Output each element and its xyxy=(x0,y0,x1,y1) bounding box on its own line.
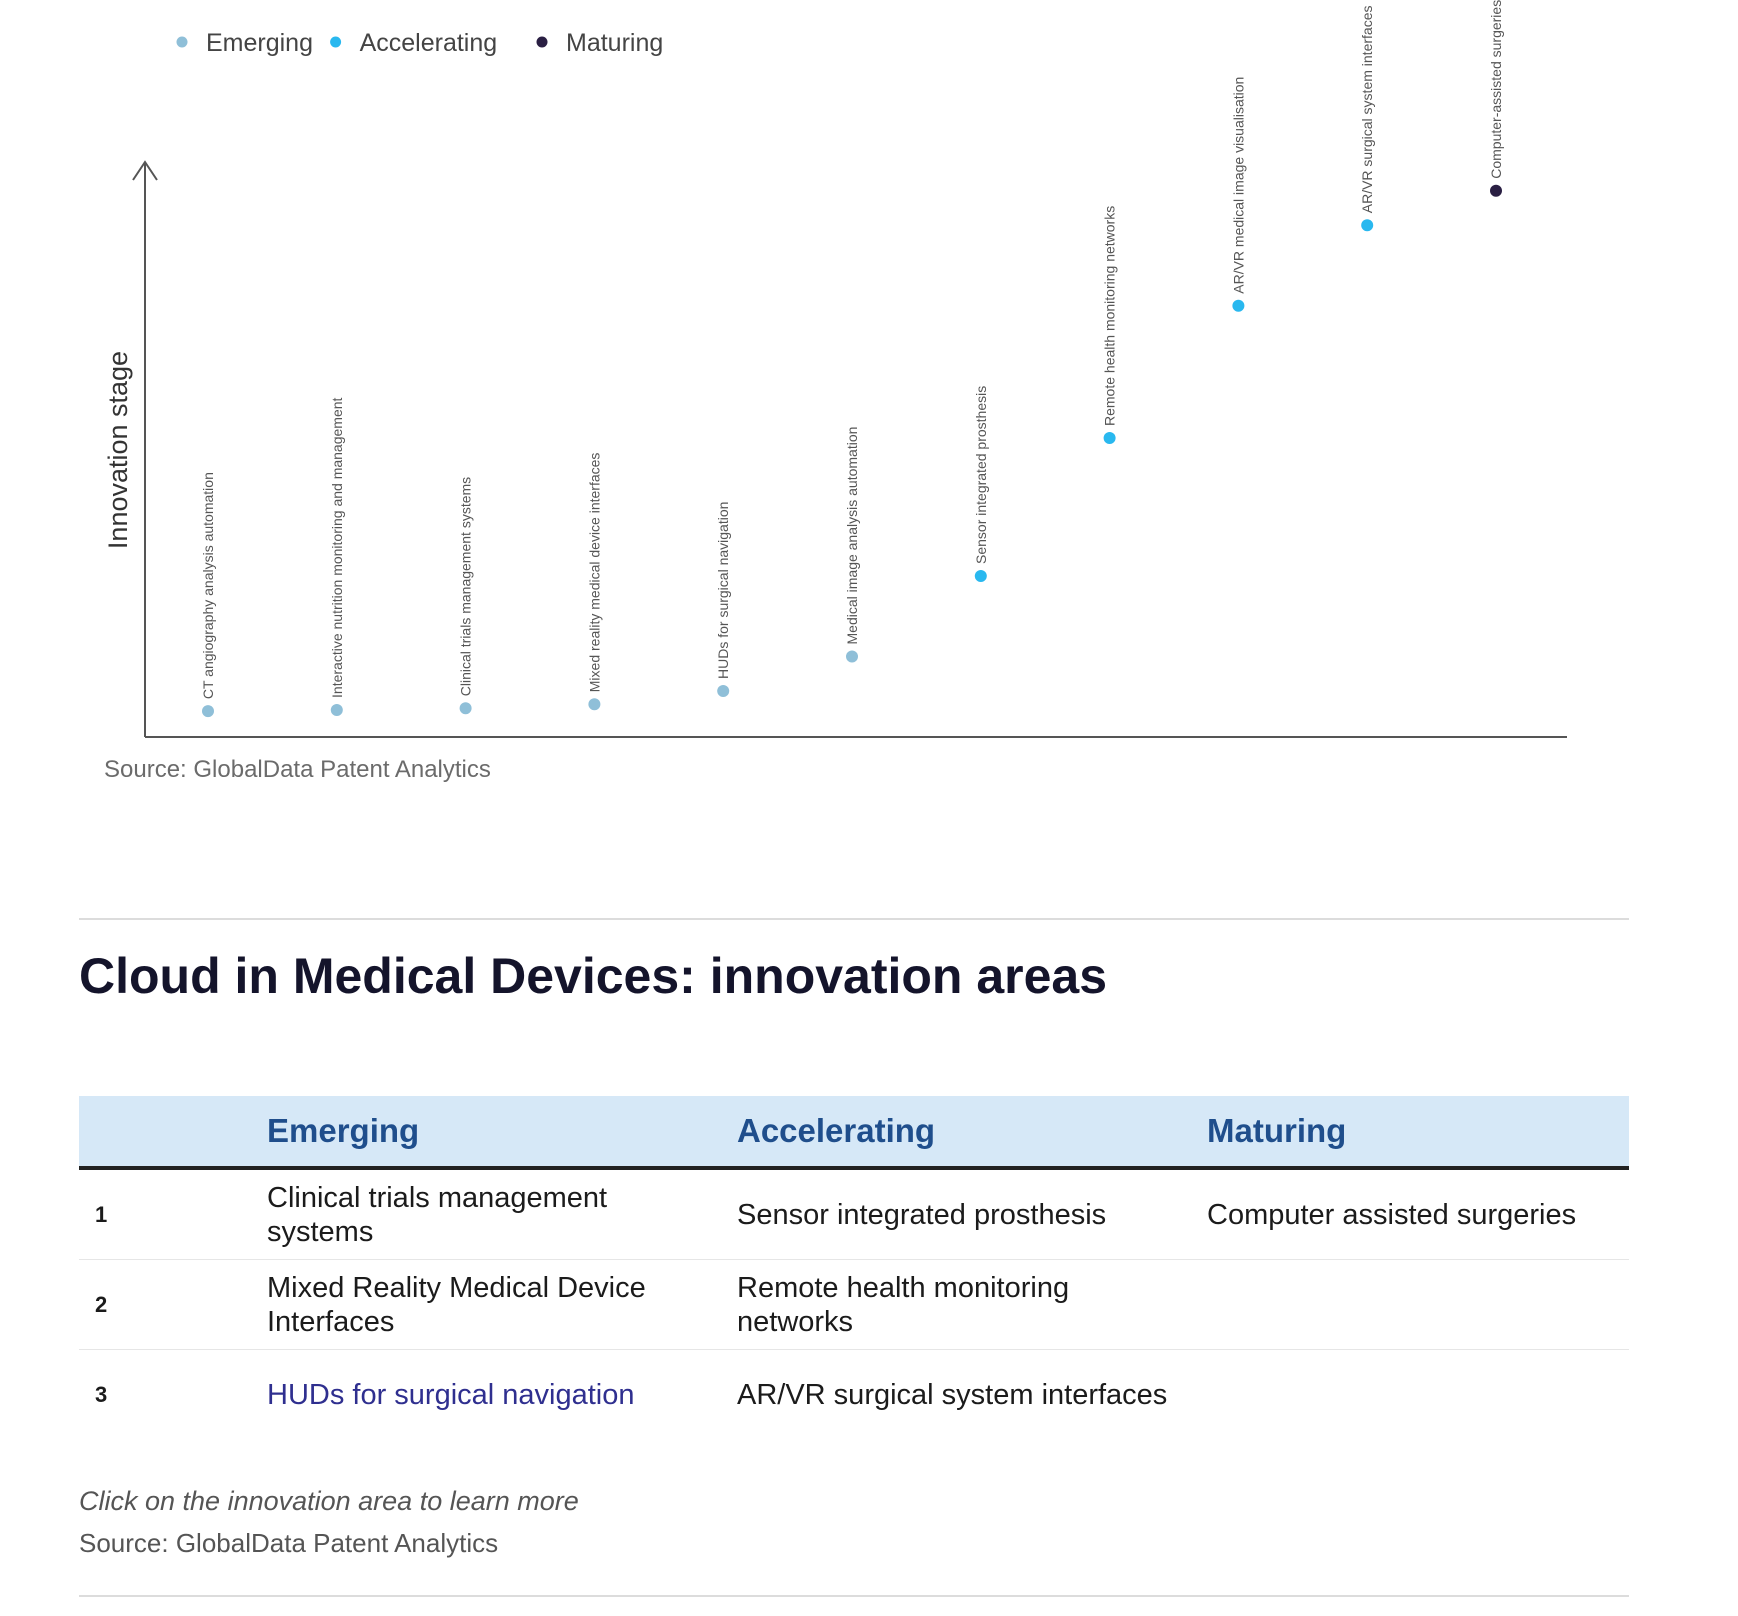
cell-emerging: Mixed Reality Medical Device Interfaces xyxy=(257,1259,727,1350)
point-label-computer-assisted-surgeries: Computer-assisted surgeries xyxy=(1488,0,1504,179)
point-sensor-integrated-prosthesis xyxy=(974,570,987,582)
table-source: Source: GlobalData Patent Analytics xyxy=(79,1528,499,1558)
point-label-mixed-reality-medical-device-interfaces: Mixed reality medical device interfaces xyxy=(586,453,602,693)
cell-accelerating: Remote health monitoring networks xyxy=(727,1259,1197,1350)
legend-marker-emerging xyxy=(176,36,188,48)
point-label-ct-angiography-analysis-automation: CT angiography analysis automation xyxy=(200,472,216,699)
point-mixed-reality-medical-device-interfaces xyxy=(588,698,601,711)
data-points: CT angiography analysis automation Intera… xyxy=(200,0,1504,718)
point-ar-vr-surgical-system-interfaces xyxy=(1361,219,1374,232)
legend-label-accelerating: Accelerating xyxy=(360,29,498,57)
y-axis-arrow xyxy=(132,160,158,181)
innovation-chart: Emerging Accelerating Maturing Innovation … xyxy=(103,0,1567,738)
point-ar-vr-medical-image-visualisation xyxy=(1232,299,1245,312)
point-medical-image-analysis-automation xyxy=(846,650,858,663)
table-row: 1 Clinical trials management systems Sen… xyxy=(79,1168,1629,1260)
table-header-row: Emerging Accelerating Maturing xyxy=(79,1096,1629,1170)
point-label-sensor-integrated-prosthesis: Sensor integrated prosthesis xyxy=(973,386,989,564)
legend-label-emerging: Emerging xyxy=(206,29,313,57)
header-accelerating: Accelerating xyxy=(727,1096,1197,1170)
point-label-remote-health-monitoring-networks: Remote health monitoring networks xyxy=(1102,206,1118,426)
point-label-ar-vr-medical-image-visualisation: AR/VR medical image visualisation xyxy=(1230,77,1246,294)
section-title: Cloud in Medical Devices: innovation are… xyxy=(79,948,1108,1004)
table-row: 2 Mixed Reality Medical Device Interface… xyxy=(79,1259,1629,1350)
divider-bottom xyxy=(79,1595,1629,1597)
point-ct-angiography-analysis-automation xyxy=(202,705,214,718)
cell-maturing xyxy=(1197,1350,1629,1440)
point-label-ar-vr-surgical-system-interfaces: AR/VR surgical system interfaces xyxy=(1359,6,1375,214)
learn-more-note: Click on the innovation area to learn mo… xyxy=(79,1486,579,1516)
cell-emerging: Clinical trials management systems xyxy=(257,1168,727,1260)
point-interactive-nutrition-monitoring-and-management xyxy=(330,703,343,716)
row-rank: 2 xyxy=(79,1259,257,1350)
legend-marker-accelerating xyxy=(330,36,342,48)
cell-maturing xyxy=(1197,1259,1629,1350)
chart-legend: Emerging Accelerating Maturing xyxy=(176,29,663,57)
point-label-clinical-trials-management-systems: Clinical trials management systems xyxy=(458,477,474,696)
header-emerging: Emerging xyxy=(257,1096,727,1170)
header-maturing: Maturing xyxy=(1197,1096,1629,1170)
point-label-interactive-nutrition-monitoring-and-management: Interactive nutrition monitoring and man… xyxy=(329,397,345,698)
cell-accelerating: AR/VR surgical system interfaces xyxy=(737,1378,1168,1411)
row-rank: 3 xyxy=(95,1381,108,1407)
point-computer-assisted-surgeries xyxy=(1490,184,1502,197)
point-label-medical-image-analysis-automation: Medical image analysis automation xyxy=(844,427,860,645)
huds-surgical-navigation-link[interactable]: HUDs for surgical navigation xyxy=(267,1378,635,1411)
chart-source: Source: GlobalData Patent Analytics xyxy=(104,756,491,783)
header-rank xyxy=(79,1096,257,1170)
legend-label-maturing: Maturing xyxy=(566,29,663,57)
cell-maturing: Computer assisted surgeries xyxy=(1197,1168,1629,1260)
legend-marker-maturing xyxy=(536,36,548,48)
row-rank: 1 xyxy=(79,1168,257,1260)
innovation-areas-table: Emerging Accelerating Maturing 1 Clinica… xyxy=(79,1096,1629,1439)
y-axis-label: Innovation stage xyxy=(103,351,133,549)
cell-accelerating: Sensor integrated prosthesis xyxy=(727,1168,1197,1260)
point-remote-health-monitoring-networks xyxy=(1103,432,1116,444)
divider-top xyxy=(79,918,1629,920)
point-clinical-trials-management-systems xyxy=(459,702,472,715)
point-label-huds-for-surgical-navigation: HUDs for surgical navigation xyxy=(715,502,731,679)
point-huds-for-surgical-navigation xyxy=(717,685,730,697)
table-row: 3 HUDs for surgical navigation AR/VR sur… xyxy=(79,1350,1629,1440)
